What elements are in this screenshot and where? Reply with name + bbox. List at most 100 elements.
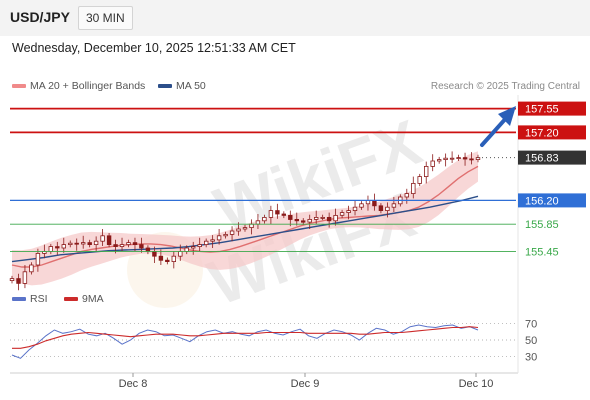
candle-body: [68, 242, 73, 245]
candle: [378, 203, 384, 214]
candle: [385, 202, 390, 218]
candle-body: [352, 206, 358, 211]
level-tag-156.20: [518, 193, 586, 208]
candle: [55, 241, 60, 255]
candle-body: [372, 199, 377, 207]
legend-ma9: 9MA: [64, 293, 104, 305]
candle: [449, 151, 455, 163]
candle: [469, 152, 474, 165]
x-tick-label: Dec 9: [291, 378, 320, 390]
candle: [275, 203, 280, 219]
candle: [404, 188, 409, 204]
level-label-156.20: 156.20: [525, 195, 559, 207]
candle: [87, 239, 92, 248]
candle-body: [268, 210, 274, 218]
candle: [81, 235, 86, 249]
candle-body: [171, 255, 176, 263]
candle: [100, 229, 105, 246]
candle: [190, 241, 196, 255]
candle: [288, 210, 293, 227]
candle-body: [469, 158, 474, 161]
candle-body: [378, 205, 384, 212]
candle-body: [346, 210, 351, 214]
candle: [16, 273, 21, 291]
candle: [456, 154, 461, 161]
candle: [333, 208, 338, 226]
moving-averages: [11, 165, 479, 268]
candle: [411, 176, 416, 199]
candle-body: [391, 203, 397, 208]
candle-body: [139, 244, 144, 249]
level-tag-156.83: [518, 150, 586, 165]
candle-body: [411, 182, 416, 194]
candle: [346, 205, 351, 220]
rsi-ma9-line: [12, 326, 479, 349]
candle-body: [184, 247, 189, 252]
candle: [417, 173, 422, 187]
candle-body: [462, 157, 468, 160]
legend-ma50: MA 50: [158, 80, 206, 92]
candle: [281, 211, 286, 219]
arrow-head: [498, 106, 516, 126]
candle: [22, 265, 28, 289]
candle-body: [236, 228, 241, 232]
candle-body: [74, 242, 79, 245]
candle-body: [106, 235, 112, 246]
candle: [339, 209, 345, 219]
candle: [139, 237, 144, 253]
candle-body: [216, 235, 222, 241]
candle-body: [35, 252, 41, 266]
candle-body: [16, 278, 21, 284]
candle-body: [417, 176, 422, 184]
candle: [391, 197, 397, 212]
candle-body: [119, 244, 125, 248]
candle: [126, 239, 131, 248]
candle: [132, 237, 138, 252]
candle-body: [165, 259, 170, 263]
candle: [119, 237, 125, 252]
candle: [35, 248, 41, 272]
candle-body: [9, 278, 15, 282]
ma9-swatch: [64, 297, 78, 302]
timestamp: Wednesday, December 10, 2025 12:51:33 AM…: [12, 41, 296, 55]
candle: [229, 226, 235, 242]
candle-body: [158, 255, 164, 261]
candle: [106, 233, 112, 248]
candle: [443, 153, 448, 167]
candle-body: [132, 242, 138, 246]
candle: [158, 249, 164, 265]
legend-ma50-label: MA 50: [176, 80, 206, 92]
candle-body: [152, 250, 157, 257]
candle-body: [307, 218, 312, 223]
legend-ma9-label: 9MA: [82, 293, 104, 305]
candle: [197, 237, 202, 252]
candle-body: [242, 227, 248, 230]
candle-body: [300, 220, 306, 223]
candle: [359, 201, 364, 210]
candle: [436, 156, 442, 164]
candle-body: [210, 239, 215, 242]
candle-body: [22, 271, 28, 284]
candle-body: [223, 233, 228, 237]
level-tag-157.20: [518, 125, 586, 140]
candle-body: [449, 157, 455, 160]
x-tick-label: Dec 8: [119, 378, 148, 390]
candle: [242, 224, 248, 232]
level-label-157.55: 157.55: [525, 104, 559, 116]
candle: [423, 161, 429, 184]
rsi-panel: 70 50 30: [10, 318, 537, 364]
candle: [93, 236, 99, 252]
candle: [68, 240, 73, 248]
candle-body: [203, 240, 209, 245]
candle-body: [29, 264, 34, 273]
level-label-155.45: 155.45: [525, 246, 559, 258]
ma20-swatch: [12, 84, 26, 89]
candle-body: [81, 242, 86, 245]
candle-body: [404, 193, 409, 198]
candle: [210, 235, 215, 248]
candle-body: [288, 214, 293, 220]
timeframe-button[interactable]: 30 MIN: [78, 6, 133, 30]
candle-body: [61, 244, 66, 249]
candle-body: [249, 223, 254, 228]
rsi-tick-70: 70: [525, 318, 537, 330]
